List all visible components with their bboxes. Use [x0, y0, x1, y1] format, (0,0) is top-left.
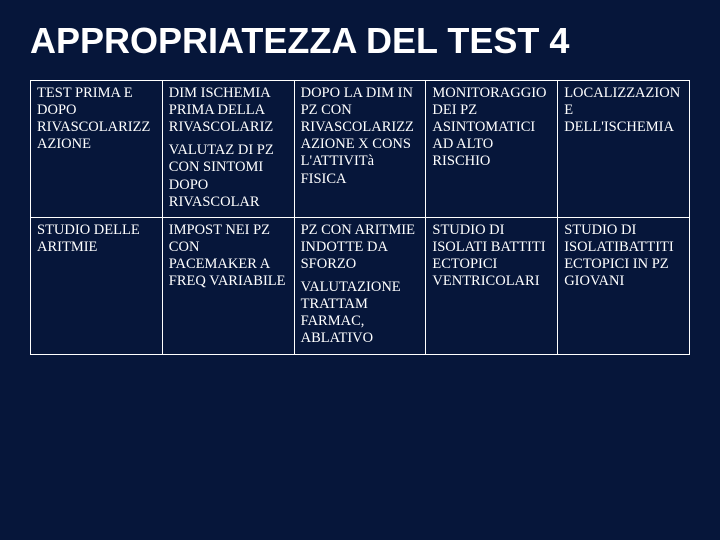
- table-cell: TEST PRIMA E DOPO RIVASCOLARIZZAZIONE: [31, 81, 163, 218]
- table-cell: DOPO LA DIM IN PZ CON RIVASCOLARIZZAZION…: [294, 81, 426, 218]
- cell-content: DIM ISCHEMIA PRIMA DELLA RIVASCOLARIZ VAL…: [169, 85, 288, 211]
- table-cell: IMPOST NEI PZ CON PACEMAKER A FREQ VARIA…: [162, 217, 294, 354]
- cell-paragraph: VALUTAZ DI PZ CON SINTOMI DOPO RIVASCOLA…: [169, 142, 288, 210]
- table-cell: MONITORAGGIO DEI PZ ASINTOMATICI AD ALTO…: [426, 81, 558, 218]
- cell-content: IMPOST NEI PZ CON PACEMAKER A FREQ VARIA…: [169, 222, 288, 290]
- cell-content: DOPO LA DIM IN PZ CON RIVASCOLARIZZAZION…: [301, 85, 420, 188]
- cell-content: STUDIO DI ISOLATI BATTITI ECTOPICI VENTR…: [432, 222, 551, 290]
- page-title: APPROPRIATEZZA DEL TEST 4: [30, 20, 690, 62]
- cell-content: STUDIO DELLE ARITMIE: [37, 222, 156, 256]
- table-body: TEST PRIMA E DOPO RIVASCOLARIZZAZIONEDIM…: [31, 81, 690, 355]
- cell-content: MONITORAGGIO DEI PZ ASINTOMATICI AD ALTO…: [432, 85, 551, 171]
- cell-paragraph: MONITORAGGIO DEI PZ ASINTOMATICI AD ALTO…: [432, 85, 551, 171]
- cell-content: PZ CON ARITMIE INDOTTE DA SFORZO VALUTAZI…: [301, 222, 420, 348]
- cell-paragraph: PZ CON ARITMIE INDOTTE DA SFORZO: [301, 222, 420, 273]
- table-row: STUDIO DELLE ARITMIE IMPOST NEI PZ CON PA…: [31, 217, 690, 354]
- table-cell: DIM ISCHEMIA PRIMA DELLA RIVASCOLARIZ VAL…: [162, 81, 294, 218]
- cell-paragraph: IMPOST NEI PZ CON PACEMAKER A FREQ VARIA…: [169, 222, 288, 290]
- table-row: TEST PRIMA E DOPO RIVASCOLARIZZAZIONEDIM…: [31, 81, 690, 218]
- cell-paragraph: STUDIO DI ISOLATIBATTITI ECTOPICI IN PZ …: [564, 222, 683, 290]
- table-cell: LOCALIZZAZIONE DELL'ISCHEMIA: [558, 81, 690, 218]
- cell-paragraph: STUDIO DELLE ARITMIE: [37, 222, 156, 256]
- cell-paragraph: DIM ISCHEMIA PRIMA DELLA RIVASCOLARIZ: [169, 85, 288, 136]
- cell-paragraph: LOCALIZZAZIONE DELL'ISCHEMIA: [564, 85, 683, 136]
- cell-content: LOCALIZZAZIONE DELL'ISCHEMIA: [564, 85, 683, 136]
- cell-content: STUDIO DI ISOLATIBATTITI ECTOPICI IN PZ …: [564, 222, 683, 290]
- table-cell: STUDIO DI ISOLATIBATTITI ECTOPICI IN PZ …: [558, 217, 690, 354]
- table-cell: STUDIO DI ISOLATI BATTITI ECTOPICI VENTR…: [426, 217, 558, 354]
- cell-content: TEST PRIMA E DOPO RIVASCOLARIZZAZIONE: [37, 85, 156, 153]
- slide: APPROPRIATEZZA DEL TEST 4 TEST PRIMA E D…: [0, 0, 720, 540]
- table-cell: STUDIO DELLE ARITMIE: [31, 217, 163, 354]
- table-cell: PZ CON ARITMIE INDOTTE DA SFORZO VALUTAZI…: [294, 217, 426, 354]
- cell-paragraph: VALUTAZIONE TRATTAM FARMAC, ABLATIVO: [301, 279, 420, 347]
- cell-paragraph: DOPO LA DIM IN PZ CON RIVASCOLARIZZAZION…: [301, 85, 420, 188]
- cell-paragraph: STUDIO DI ISOLATI BATTITI ECTOPICI VENTR…: [432, 222, 551, 290]
- cell-paragraph: TEST PRIMA E DOPO RIVASCOLARIZZAZIONE: [37, 85, 156, 153]
- content-table: TEST PRIMA E DOPO RIVASCOLARIZZAZIONEDIM…: [30, 80, 690, 355]
